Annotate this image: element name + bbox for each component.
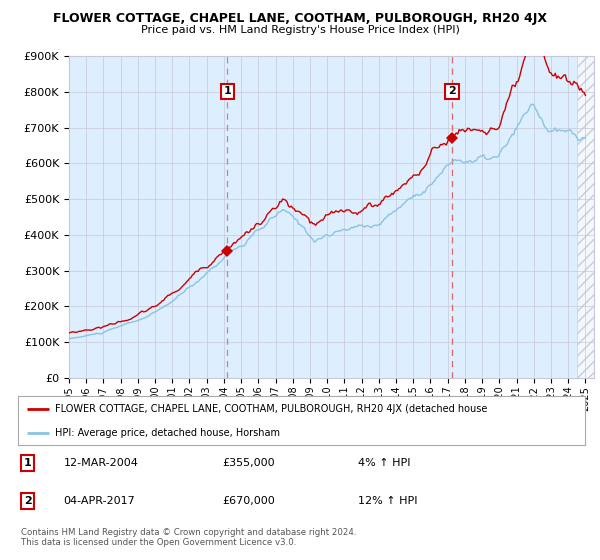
Text: HPI: Average price, detached house, Horsham: HPI: Average price, detached house, Hors… xyxy=(55,428,280,438)
Text: £355,000: £355,000 xyxy=(222,458,275,468)
Text: 2: 2 xyxy=(448,86,456,96)
Text: 2: 2 xyxy=(23,496,31,506)
Text: 12-MAR-2004: 12-MAR-2004 xyxy=(64,458,138,468)
Text: FLOWER COTTAGE, CHAPEL LANE, COOTHAM, PULBOROUGH, RH20 4JX: FLOWER COTTAGE, CHAPEL LANE, COOTHAM, PU… xyxy=(53,12,547,25)
Text: Contains HM Land Registry data © Crown copyright and database right 2024.: Contains HM Land Registry data © Crown c… xyxy=(21,528,356,536)
Text: 4% ↑ HPI: 4% ↑ HPI xyxy=(358,458,410,468)
Text: This data is licensed under the Open Government Licence v3.0.: This data is licensed under the Open Gov… xyxy=(21,538,296,547)
Text: 1: 1 xyxy=(223,86,231,96)
Text: Price paid vs. HM Land Registry's House Price Index (HPI): Price paid vs. HM Land Registry's House … xyxy=(140,25,460,35)
Text: 12% ↑ HPI: 12% ↑ HPI xyxy=(358,496,418,506)
Text: FLOWER COTTAGE, CHAPEL LANE, COOTHAM, PULBOROUGH, RH20 4JX (detached house: FLOWER COTTAGE, CHAPEL LANE, COOTHAM, PU… xyxy=(55,404,487,414)
Text: £670,000: £670,000 xyxy=(222,496,275,506)
Text: 04-APR-2017: 04-APR-2017 xyxy=(64,496,135,506)
Text: 1: 1 xyxy=(23,458,31,468)
